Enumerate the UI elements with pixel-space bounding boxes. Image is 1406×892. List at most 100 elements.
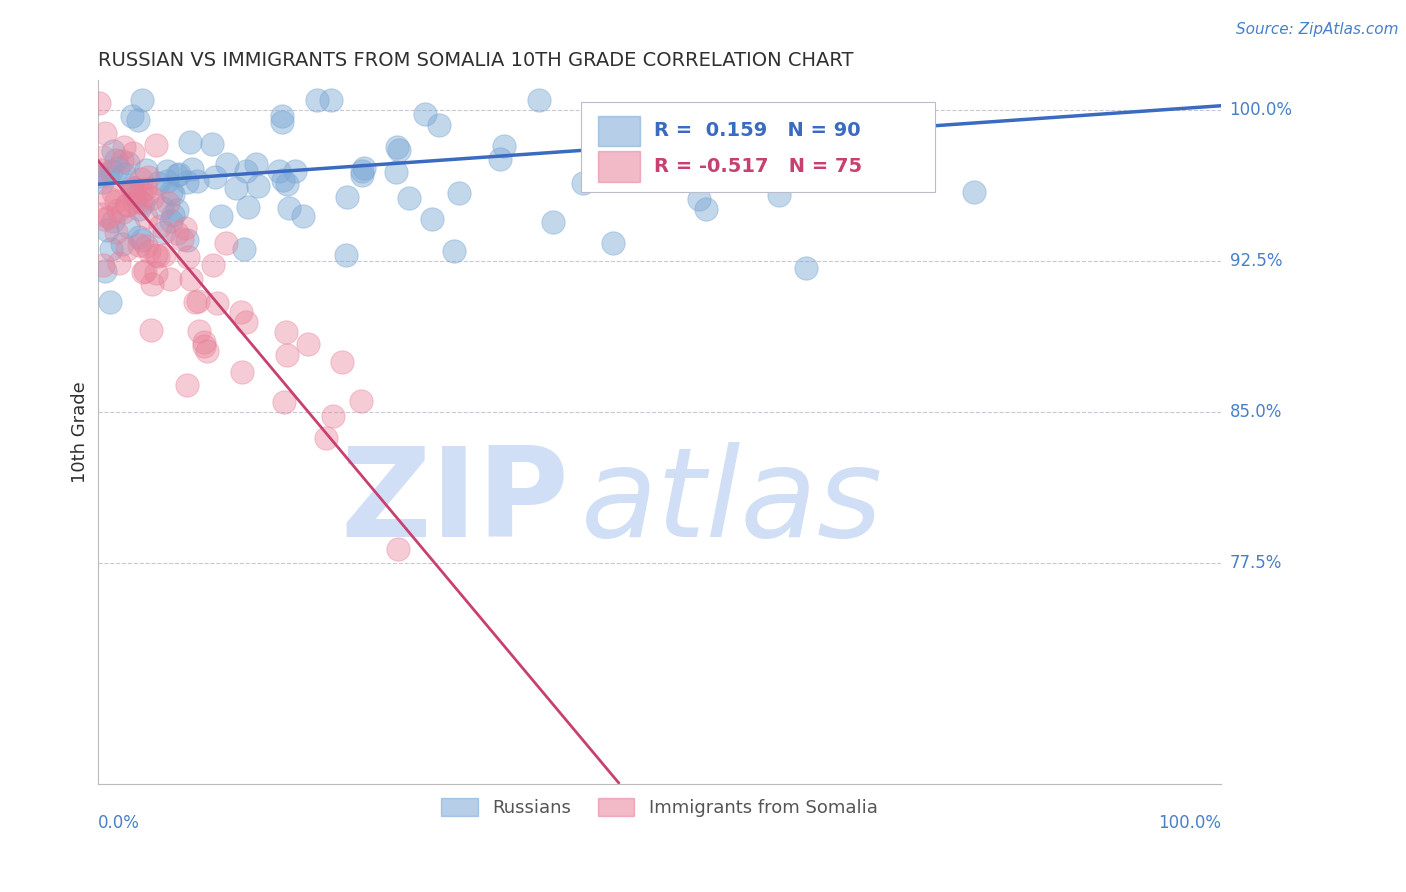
Point: [173, 221, 195, 235]
Point: [527, 93, 550, 107]
Point: [276, 348, 298, 362]
Point: [284, 164, 307, 178]
Point: [115, 242, 138, 256]
FancyBboxPatch shape: [598, 116, 640, 146]
Point: [111, 237, 134, 252]
Point: [145, 266, 167, 280]
Y-axis label: 10th Grade: 10th Grade: [72, 381, 89, 483]
Point: [427, 118, 450, 132]
Point: [177, 250, 200, 264]
Point: [97, 191, 120, 205]
Point: [162, 209, 184, 223]
Point: [150, 201, 173, 215]
Point: [156, 174, 179, 188]
Point: [131, 196, 153, 211]
Point: [128, 230, 150, 244]
Point: [124, 189, 146, 203]
Point: [135, 210, 157, 224]
Point: [447, 186, 470, 200]
Text: 77.5%: 77.5%: [1230, 554, 1282, 572]
Point: [443, 244, 465, 259]
Point: [330, 355, 353, 369]
Point: [215, 157, 238, 171]
Point: [136, 187, 159, 202]
Point: [162, 186, 184, 201]
Point: [153, 226, 176, 240]
Point: [96, 223, 118, 237]
Point: [201, 137, 224, 152]
Text: 92.5%: 92.5%: [1230, 252, 1282, 269]
Point: [100, 163, 122, 178]
Legend: Russians, Immigrants from Somalia: Russians, Immigrants from Somalia: [434, 790, 884, 824]
Point: [186, 174, 208, 188]
Point: [494, 139, 516, 153]
Point: [122, 145, 145, 160]
Point: [963, 186, 986, 200]
Point: [388, 143, 411, 157]
Text: R = -0.517   N = 75: R = -0.517 N = 75: [654, 157, 862, 176]
Text: RUSSIAN VS IMMIGRANTS FROM SOMALIA 10TH GRADE CORRELATION CHART: RUSSIAN VS IMMIGRANTS FROM SOMALIA 10TH …: [97, 51, 853, 70]
FancyBboxPatch shape: [598, 152, 640, 182]
Point: [688, 192, 710, 206]
Point: [794, 260, 817, 275]
Point: [229, 305, 252, 319]
Point: [128, 202, 150, 216]
Point: [246, 179, 269, 194]
Point: [122, 194, 145, 209]
Point: [160, 186, 183, 200]
Point: [541, 215, 564, 229]
Point: [93, 264, 115, 278]
Point: [166, 203, 188, 218]
Text: 100.0%: 100.0%: [1159, 814, 1222, 832]
Point: [103, 213, 125, 227]
Point: [135, 162, 157, 177]
Point: [141, 277, 163, 292]
Point: [139, 323, 162, 337]
Point: [94, 126, 117, 140]
Point: [195, 343, 218, 358]
Point: [121, 110, 143, 124]
Point: [136, 169, 159, 184]
Point: [204, 170, 226, 185]
Point: [101, 145, 124, 159]
Point: [315, 431, 337, 445]
Point: [235, 164, 257, 178]
Point: [111, 205, 134, 219]
Point: [131, 93, 153, 107]
Point: [103, 185, 125, 199]
Point: [134, 182, 156, 196]
Point: [353, 161, 375, 175]
Point: [225, 181, 247, 195]
Point: [141, 191, 163, 205]
Point: [156, 164, 179, 178]
Point: [186, 294, 208, 309]
Point: [231, 365, 253, 379]
Point: [307, 93, 329, 107]
Point: [149, 219, 172, 233]
Point: [235, 315, 257, 329]
Text: atlas: atlas: [581, 442, 883, 563]
Point: [87, 96, 110, 111]
Point: [148, 248, 170, 262]
Point: [124, 183, 146, 197]
Point: [278, 201, 301, 215]
Point: [352, 163, 374, 178]
Point: [193, 339, 215, 353]
Point: [105, 153, 128, 167]
Point: [209, 209, 232, 223]
Point: [350, 394, 373, 409]
Point: [415, 107, 437, 121]
Point: [167, 167, 190, 181]
Point: [89, 162, 111, 177]
Point: [793, 122, 815, 136]
Point: [572, 176, 595, 190]
Text: ZIP: ZIP: [340, 442, 569, 563]
Point: [107, 161, 129, 175]
Point: [157, 196, 180, 211]
Text: R =  0.159   N = 90: R = 0.159 N = 90: [654, 121, 860, 140]
Point: [488, 153, 510, 167]
Point: [291, 209, 314, 223]
Point: [270, 115, 292, 129]
Point: [187, 324, 209, 338]
Point: [104, 225, 127, 239]
